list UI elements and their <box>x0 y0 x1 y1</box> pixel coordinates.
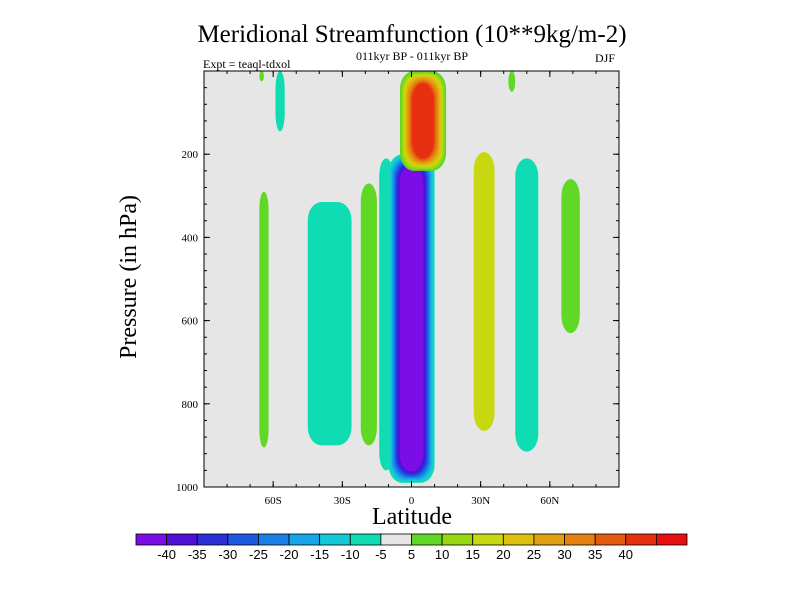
colorbar-label: -5 <box>375 547 387 562</box>
colorbar: -40 -35 -30 -25 -20 -15 -10 -5 5 10 15 20 25 30 35 40 <box>135 533 688 562</box>
nh-15-band <box>473 152 495 431</box>
colorbar-label: -35 <box>188 547 207 562</box>
x-axis-title: Latitude <box>372 504 452 530</box>
colorbar-swatch <box>227 533 259 546</box>
y-tick-label: 200 <box>182 149 199 161</box>
colorbar-swatch <box>196 533 229 546</box>
y-tick-label: 800 <box>182 399 199 411</box>
colorbar-label: 35 <box>588 547 602 562</box>
y-tick-label: 1000 <box>176 482 199 494</box>
colorbar-swatch <box>564 533 596 546</box>
sh-minus5-top <box>275 71 285 132</box>
colorbar-swatch <box>319 533 351 546</box>
y-tick-label: 400 <box>182 232 199 244</box>
y-axis-title: Pressure (in hPa) <box>116 195 142 359</box>
colorbar-label: -40 <box>157 547 176 562</box>
colorbar-swatch <box>411 533 443 546</box>
sh-5-band <box>360 183 377 446</box>
colorbar-swatch <box>258 533 290 546</box>
colorbar-swatch <box>380 533 412 546</box>
colorbar-swatch <box>166 533 198 546</box>
x-tick-label: 60S <box>265 495 282 507</box>
colorbar-label: 20 <box>496 547 510 562</box>
x-tick-label: 30N <box>471 495 490 507</box>
colorbar-swatch <box>441 533 474 546</box>
nh-5-outer <box>561 179 580 334</box>
colorbar-label: 25 <box>527 547 541 562</box>
colorbar-label: 10 <box>435 547 449 562</box>
colorbar-label: -15 <box>310 547 329 562</box>
nh-5-top <box>508 71 516 92</box>
colorbar-swatch <box>533 533 565 546</box>
colorbar-label: 15 <box>465 547 479 562</box>
colorbar-swatch <box>135 533 168 546</box>
colorbar-swatch <box>349 533 382 546</box>
nh-minus5-band <box>515 158 539 452</box>
sh-outer-5-band <box>259 191 269 448</box>
colorbar-label: 30 <box>557 547 571 562</box>
x-tick-label: 0 <box>409 495 415 507</box>
colorbar-swatch <box>502 533 535 546</box>
colorbar-swatch <box>472 533 504 546</box>
left-string: Expt = teaql-tdxol <box>203 57 291 71</box>
colorbar-swatch <box>625 533 657 546</box>
colorbar-label: 5 <box>408 547 415 562</box>
tick-marks: 60S 30S 0 30N 60N 200 400 600 800 1000 <box>176 71 620 507</box>
colorbar-label: -10 <box>341 547 360 562</box>
colorbar-label: -20 <box>280 547 299 562</box>
x-tick-label: 30S <box>334 495 351 507</box>
colorbar-label: 40 <box>619 547 633 562</box>
chart-title: Meridional Streamfunction (10**9kg/m-2) <box>197 21 626 48</box>
colorbar-swatch <box>594 533 627 546</box>
y-tick-label: 600 <box>182 316 199 328</box>
chart-subtitle: 011kyr BP - 011kyr BP <box>356 49 468 63</box>
eq-negative-cell-contour <box>399 165 424 472</box>
sh-5-thin-band <box>259 71 264 82</box>
colorbar-swatch <box>655 533 688 546</box>
eq-positive-cell-contour <box>411 82 435 159</box>
right-string: DJF <box>595 51 615 65</box>
sh-minus5-wide <box>307 202 352 446</box>
colorbar-label: -30 <box>218 547 237 562</box>
colorbar-swatch <box>288 533 321 546</box>
x-tick-label: 60N <box>540 495 559 507</box>
colorbar-label: -25 <box>249 547 268 562</box>
plot-area <box>204 71 619 487</box>
